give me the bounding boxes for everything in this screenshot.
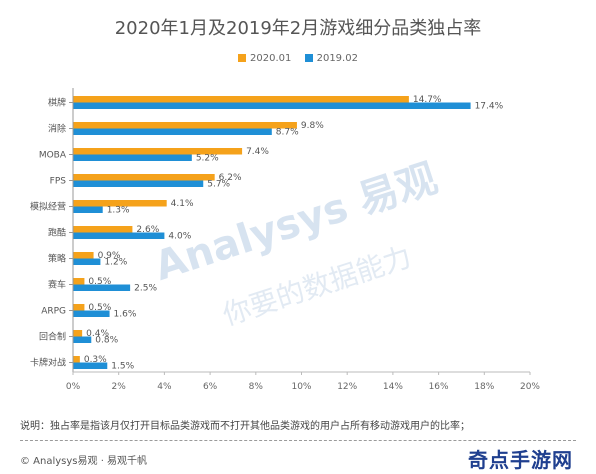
data-label: 5.7% <box>207 180 230 190</box>
legend-item-2020: 2020.01 <box>238 53 291 64</box>
data-label: 4.0% <box>168 232 191 242</box>
legend: 2020.01 2019.02 <box>0 53 596 64</box>
data-label: 0.5% <box>88 277 111 287</box>
data-label: 0.9% <box>98 251 121 261</box>
data-label: 1.6% <box>114 310 137 320</box>
x-tick-label: 2% <box>112 382 127 392</box>
bar-2020 <box>73 200 167 207</box>
category-label: 赛车 <box>48 279 66 291</box>
chart-title: 2020年1月及2019年2月游戏细分品类独占率 <box>114 18 482 39</box>
bars: 14.7% 17.4% 9.8%8.7% 7.4% 5.2%6.2%5.7% 4.1% 1.… <box>73 95 504 372</box>
data-label: 5.2% <box>196 154 219 164</box>
category-label: 消除 <box>48 123 66 135</box>
x-tick-label: 10% <box>291 382 311 392</box>
category-label: 卡牌对战 <box>30 357 66 369</box>
source-credit: © Analysys易观 · 易观千帆 <box>20 456 148 467</box>
data-label: 2.6% <box>136 225 159 235</box>
category-label: FPS <box>50 177 67 187</box>
bar-2019 <box>73 258 101 265</box>
bar-2019 <box>73 336 92 343</box>
bar-2019 <box>73 310 110 317</box>
data-label: 1.5% <box>111 362 134 372</box>
bar-2019 <box>73 232 165 239</box>
bar-2020 <box>73 330 83 337</box>
x-tick-label: 4% <box>157 382 172 392</box>
bar-2019 <box>73 154 192 161</box>
category-label: 跑酷 <box>48 227 66 239</box>
data-label: 0.5% <box>88 303 111 313</box>
data-label: 8.7% <box>276 128 299 138</box>
data-label: 9.8% <box>301 121 324 131</box>
legend-item-2019: 2019.02 <box>304 53 358 64</box>
legend-swatch-2020 <box>238 54 247 62</box>
x-tick-label: 12% <box>337 382 357 392</box>
x-tick-label: 6% <box>203 382 218 392</box>
data-label: 7.4% <box>246 147 269 157</box>
data-label: 0.4% <box>86 329 109 339</box>
x-tick-label: 20% <box>520 382 540 392</box>
x-tick-label: 14% <box>383 382 403 392</box>
bar-2019 <box>73 284 131 291</box>
category-label: ARPG <box>41 307 66 317</box>
bar-2020 <box>73 174 215 181</box>
data-label: 0.3% <box>84 355 107 365</box>
bar-2020 <box>73 148 243 155</box>
x-tick-label: 0% <box>66 382 81 392</box>
category-label: 策略 <box>48 253 66 265</box>
footnote: 说明：独占率是指该月仅打开目标品类游戏而不打开其他品类游戏的用户占所有移动游戏用… <box>20 421 470 432</box>
divider <box>20 440 576 441</box>
bar-2020 <box>73 122 297 129</box>
data-label: 4.1% <box>171 199 194 209</box>
bar-2020 <box>73 356 80 363</box>
bar-2019 <box>73 180 204 187</box>
legend-label-2019: 2019.02 <box>316 53 358 64</box>
category-label: MOBA <box>39 151 67 161</box>
bar-2019 <box>73 206 103 213</box>
bar-2019 <box>73 102 471 109</box>
data-label: 0.8% <box>95 336 118 346</box>
data-label: 17.4% <box>475 102 504 112</box>
x-tick-label: 16% <box>429 382 449 392</box>
data-label: 1.3% <box>107 206 130 216</box>
bar-2020 <box>73 252 94 259</box>
data-label: 1.2% <box>104 258 127 268</box>
bar-2020 <box>73 304 85 311</box>
category-label: 模拟经营 <box>30 201 66 213</box>
category-label: 棋牌 <box>48 97 66 109</box>
data-label: 14.7% <box>413 95 442 105</box>
bar-2020 <box>73 278 85 285</box>
data-label: 6.2% <box>219 173 242 183</box>
data-label: 2.5% <box>134 284 157 294</box>
category-label: 回合制 <box>39 331 66 343</box>
x-tick-label: 18% <box>474 382 494 392</box>
corner-logo: 奇点手游网 <box>468 448 573 472</box>
bar-2020 <box>73 226 133 233</box>
legend-swatch-2019 <box>304 54 313 62</box>
legend-label-2020: 2020.01 <box>250 53 292 64</box>
x-tick-label: 8% <box>249 382 264 392</box>
bar-2019 <box>73 128 272 135</box>
bar-2019 <box>73 362 108 369</box>
bar-2020 <box>73 96 409 103</box>
